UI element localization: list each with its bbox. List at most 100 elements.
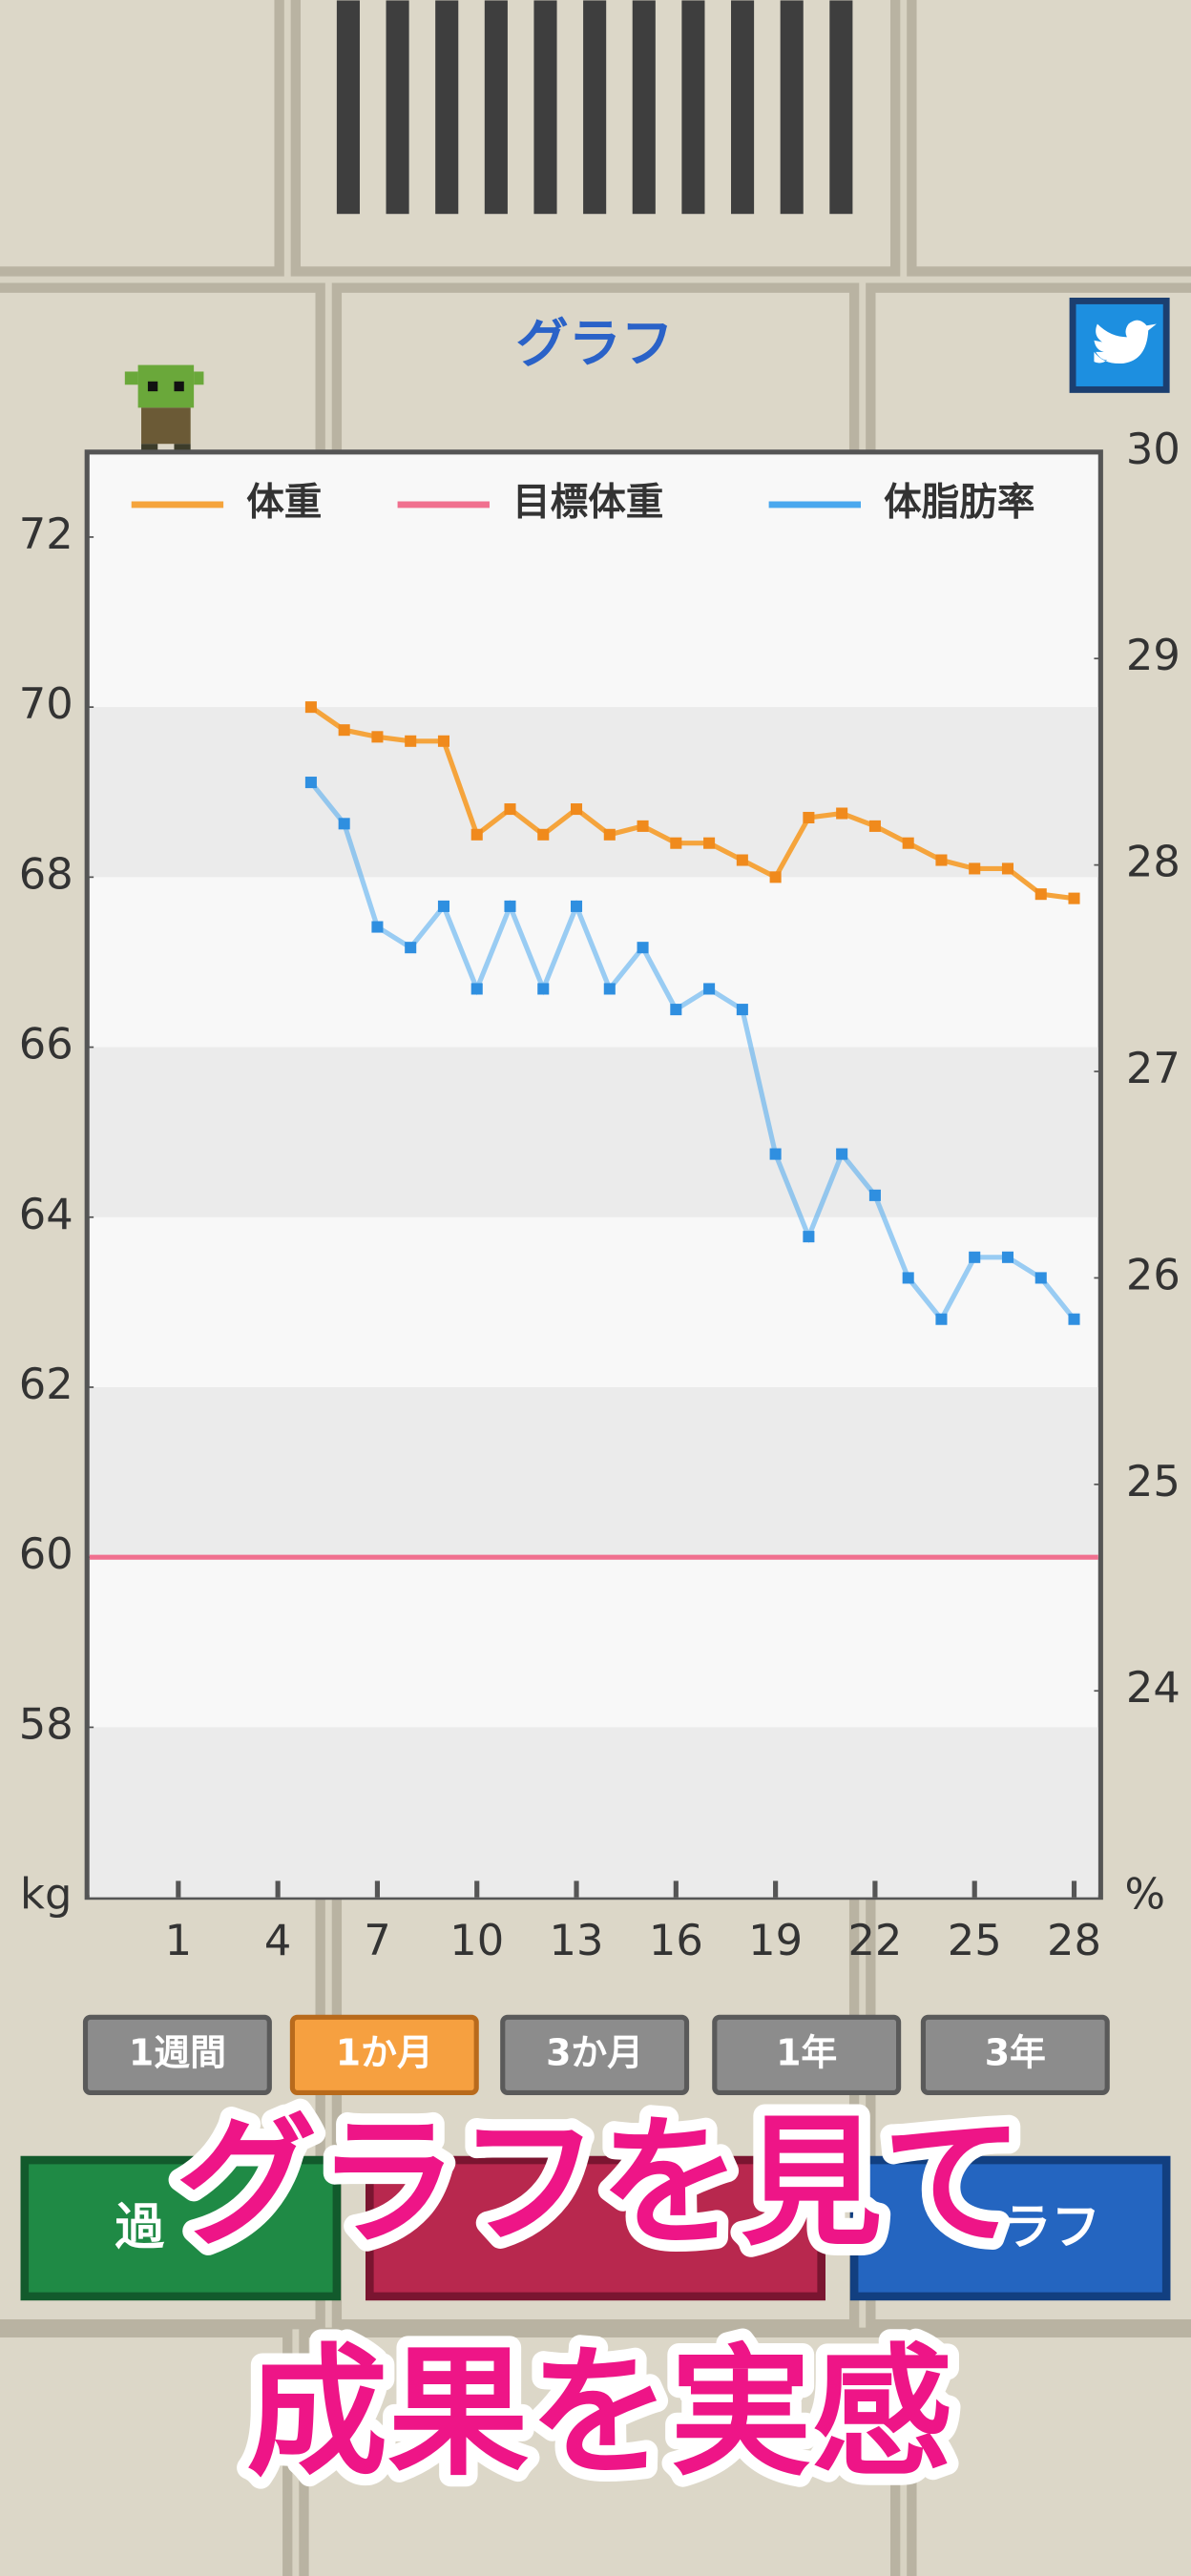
- point: [603, 983, 616, 995]
- x-tick-label: 19: [748, 1915, 803, 1965]
- point: [902, 837, 914, 849]
- y-tick-label: 68: [19, 848, 73, 899]
- point: [803, 1231, 815, 1243]
- point: [470, 828, 483, 841]
- point: [571, 900, 583, 912]
- period-button[interactable]: [920, 2014, 1110, 2096]
- point: [304, 777, 317, 789]
- point: [1068, 1313, 1080, 1325]
- period-button[interactable]: [289, 2014, 479, 2096]
- point: [969, 1251, 981, 1263]
- point: [437, 900, 449, 912]
- point: [470, 983, 483, 995]
- point: [603, 828, 616, 841]
- point: [736, 1004, 748, 1016]
- point: [405, 735, 417, 747]
- point: [405, 942, 417, 954]
- point: [670, 1004, 682, 1016]
- plot: 58 60 62 64 66 68 70 72 kg 24 25 26 27 28 29 30% 1 4 7 10 13…: [19, 424, 1181, 1965]
- point: [670, 837, 682, 849]
- period-label: 1年: [776, 2031, 837, 2073]
- period-selector: 1週間 1か月 3か月 1年 3年: [82, 2014, 1110, 2096]
- point: [935, 854, 948, 866]
- y2-tick-label: 28: [1126, 837, 1181, 887]
- grid-band: [89, 1047, 1098, 1217]
- point: [769, 871, 782, 883]
- legend-label: 体重: [246, 480, 322, 524]
- share-button[interactable]: [1069, 298, 1170, 393]
- point: [736, 854, 748, 866]
- x-tick-label: 10: [449, 1915, 504, 1965]
- y-tick-label: 58: [19, 1698, 73, 1749]
- point: [637, 820, 649, 832]
- point: [371, 921, 384, 933]
- x-tick-label: 22: [847, 1915, 902, 1965]
- y2-tick-label: 27: [1126, 1043, 1181, 1093]
- point: [703, 983, 716, 995]
- y2-tick-label: 29: [1126, 630, 1181, 680]
- y-tick-label: 64: [19, 1189, 73, 1239]
- point: [935, 1313, 948, 1325]
- x-tick-label: 7: [364, 1915, 390, 1965]
- y-tick-label: 62: [19, 1359, 73, 1409]
- point: [537, 983, 550, 995]
- point: [902, 1272, 914, 1284]
- nav-button[interactable]: [20, 2155, 342, 2301]
- period-button[interactable]: [500, 2014, 690, 2096]
- grid-band: [89, 707, 1098, 878]
- point: [504, 803, 516, 816]
- point: [537, 828, 550, 841]
- point: [803, 811, 815, 824]
- screen-title: グラフ: [516, 313, 674, 374]
- point: [571, 803, 583, 816]
- point: [868, 820, 881, 832]
- grid-band: [89, 1727, 1098, 1898]
- period-button[interactable]: [712, 2014, 902, 2096]
- legend-label: 体脂肪率: [884, 480, 1034, 524]
- x-tick-label: 4: [264, 1915, 291, 1965]
- nav-label: 過: [115, 2199, 164, 2256]
- period-label: 1週間: [129, 2031, 226, 2073]
- grid-bands: [89, 707, 1098, 1898]
- promo-line: 成果を実感: [246, 2331, 952, 2495]
- point: [1001, 1251, 1014, 1263]
- nav-label: ラフ: [1002, 2199, 1100, 2256]
- point: [1001, 862, 1014, 875]
- period-label: 3か月: [546, 2031, 643, 2073]
- y-tick-label: 70: [19, 678, 73, 729]
- y2-tick-label: 30: [1126, 424, 1181, 474]
- period-label: 1か月: [336, 2031, 433, 2073]
- point: [304, 701, 317, 714]
- legend-label: 目標体重: [512, 480, 663, 524]
- point: [637, 942, 649, 954]
- x-tick-label: 1: [165, 1915, 192, 1965]
- point: [969, 862, 981, 875]
- nav-buttons: 過 ラフ: [20, 2155, 1171, 2301]
- point: [1034, 888, 1047, 901]
- y2-tick-label: 25: [1126, 1456, 1181, 1506]
- point: [1034, 1272, 1047, 1284]
- point: [836, 807, 848, 820]
- y2-axis-unit: %: [1125, 1869, 1166, 1920]
- x-tick-label: 25: [948, 1915, 1002, 1965]
- y2-tick-label: 24: [1126, 1662, 1181, 1713]
- point: [769, 1148, 782, 1160]
- point: [868, 1189, 881, 1201]
- y-tick-label: 60: [19, 1528, 73, 1579]
- y-axis-unit: kg: [20, 1869, 72, 1920]
- period-button[interactable]: [82, 2014, 272, 2096]
- y-tick-label: 72: [19, 509, 73, 559]
- grid-band: [89, 1386, 1098, 1558]
- point: [836, 1148, 848, 1160]
- nav-button[interactable]: [849, 2155, 1171, 2301]
- point: [338, 818, 350, 830]
- x-tick-label: 16: [649, 1915, 703, 1965]
- y2-tick-label: 26: [1126, 1249, 1181, 1299]
- point: [1068, 892, 1080, 904]
- point: [504, 900, 516, 912]
- series-line: [308, 780, 1076, 1324]
- point: [703, 837, 716, 849]
- nav-button[interactable]: [366, 2155, 825, 2301]
- point: [338, 724, 350, 737]
